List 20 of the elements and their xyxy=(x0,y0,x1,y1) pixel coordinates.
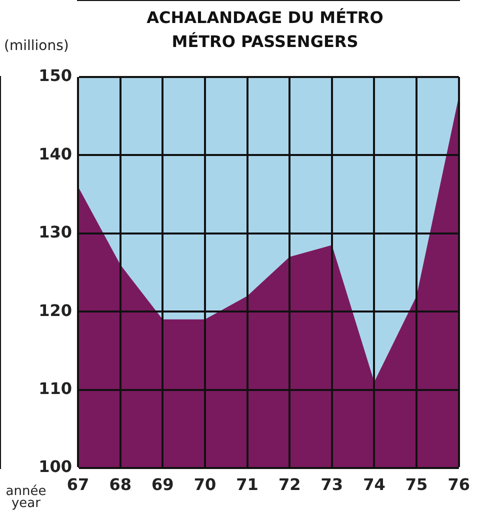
y-tick-label: 120 xyxy=(38,300,72,320)
y-tick-label: 150 xyxy=(38,66,72,86)
x-tick-label: 70 xyxy=(194,474,216,494)
x-tick-label: 73 xyxy=(320,474,344,494)
x-tick-label: 72 xyxy=(278,474,301,494)
x-tick-label: 69 xyxy=(152,474,174,494)
x-tick-label: 74 xyxy=(363,474,386,494)
y-tick-label: 130 xyxy=(38,222,72,242)
y-tick-label: 140 xyxy=(38,144,72,164)
chart-title: ACHALANDAGE DU MÉTRO xyxy=(146,8,384,27)
x-axis-title: année year xyxy=(4,484,48,511)
chart-subtitle: MÉTRO PASSENGERS xyxy=(170,32,360,51)
y-tick-label: 110 xyxy=(38,378,72,398)
x-tick-label: 68 xyxy=(109,474,132,494)
x-tick-label: 76 xyxy=(448,474,470,494)
y-tick-label: 100 xyxy=(38,457,72,476)
y-axis-title: (millions) xyxy=(4,38,69,54)
x-tick-label: 67 xyxy=(66,474,90,494)
x-tick-label: 71 xyxy=(236,474,258,494)
x-tick-label: 75 xyxy=(405,474,428,494)
